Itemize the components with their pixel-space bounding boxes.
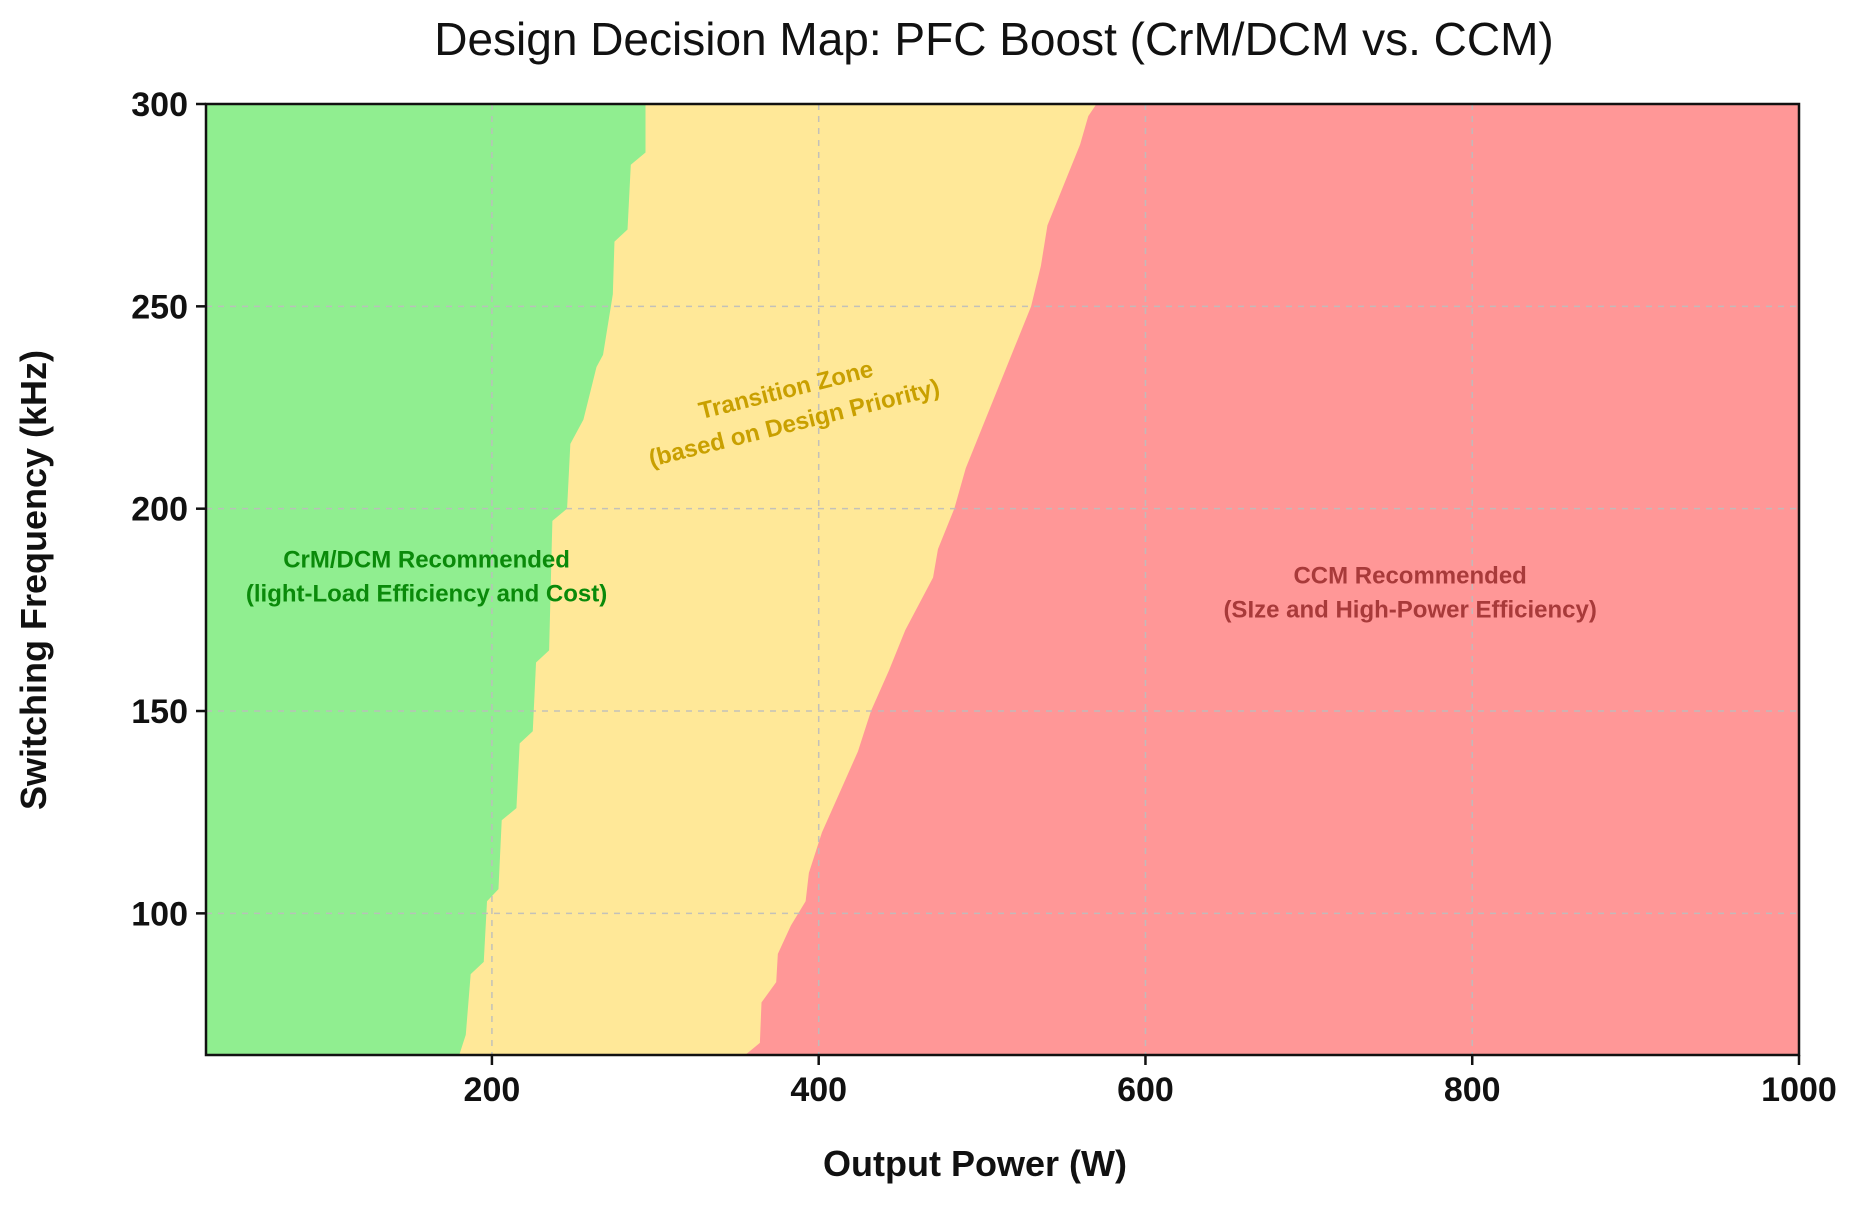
region-label-line: CrM/DCM Recommended bbox=[283, 546, 570, 573]
ccm-label: CCM Recommended (SIze and High-Power Effi… bbox=[1223, 563, 1596, 624]
crm-dcm-region bbox=[206, 104, 646, 1055]
plot-area: 200 400 600 800 1000 100 150 200 250 300 CrM/DCM R… bbox=[131, 86, 1837, 1109]
crm-dcm-label: CrM/DCM Recommended (light-Load Efficienc… bbox=[246, 546, 607, 607]
x-tick-label: 600 bbox=[1117, 1071, 1174, 1109]
x-tick-label: 400 bbox=[790, 1071, 847, 1109]
x-tick-label: 200 bbox=[464, 1071, 521, 1109]
y-axis-label: Switching Frequency (kHz) bbox=[13, 350, 54, 810]
region-label-line: (light-Load Efficiency and Cost) bbox=[246, 580, 607, 607]
y-tick-label: 300 bbox=[131, 86, 188, 124]
x-axis-label: Output Power (W) bbox=[823, 1143, 1127, 1184]
region-label-line: (SIze and High-Power Efficiency) bbox=[1223, 597, 1596, 624]
y-tick-label: 100 bbox=[131, 895, 188, 933]
y-tick-label: 250 bbox=[131, 288, 188, 326]
region-label-line: CCM Recommended bbox=[1293, 563, 1526, 590]
y-tick-label: 150 bbox=[131, 693, 188, 731]
chart-title: Design Decision Map: PFC Boost (CrM/DCM … bbox=[434, 13, 1554, 65]
x-tick-label: 800 bbox=[1444, 1071, 1501, 1109]
y-tick-label: 200 bbox=[131, 491, 188, 529]
x-tick-label: 1000 bbox=[1761, 1071, 1837, 1109]
plot-frame bbox=[204, 102, 1801, 1057]
